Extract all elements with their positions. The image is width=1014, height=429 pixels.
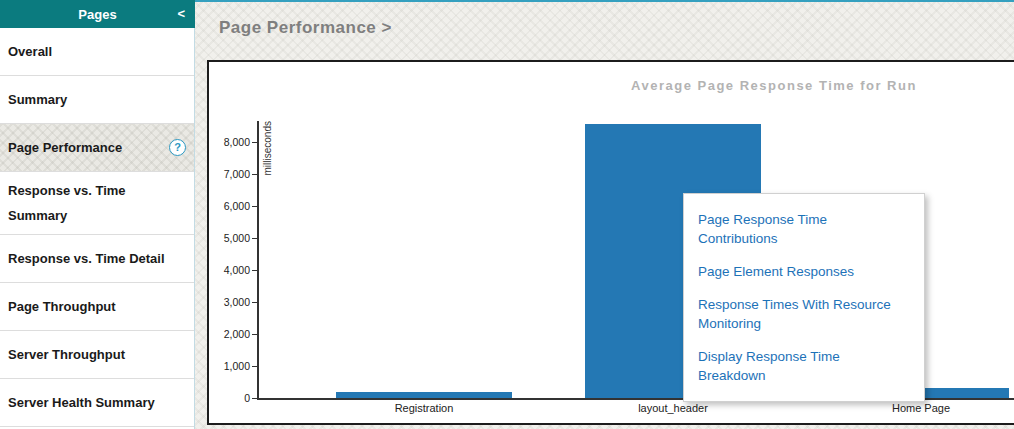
sidebar-item-list: Overall Summary Page Performance? Response …	[0, 28, 194, 427]
y-tick-mark	[252, 366, 257, 367]
sidebar-item-summary[interactable]: Summary	[0, 76, 194, 124]
breadcrumb-arrow-icon[interactable]: >	[382, 18, 392, 37]
y-tick-label: 5,000	[209, 232, 250, 244]
help-icon[interactable]: ?	[169, 139, 186, 156]
x-tick-label: Registration	[334, 402, 514, 414]
x-tick-label: Home Page	[831, 402, 1011, 414]
sidebar-item-label: Server Health Summary	[8, 390, 155, 415]
sidebar-item-label: Response vs. Time Summary	[8, 178, 186, 228]
y-tick-mark	[252, 334, 257, 335]
y-tick-mark	[252, 174, 257, 175]
y-axis-label: milliseconds	[262, 121, 273, 175]
page-title: Page Performance	[219, 18, 376, 37]
menu-item-page-element-responses[interactable]: Page Element Responses	[684, 255, 924, 288]
chart-title: Average Page Response Time for Run	[599, 78, 949, 93]
sidebar-item-response-vs-time-summary[interactable]: Response vs. Time Summary	[0, 172, 194, 235]
y-axis-line	[257, 121, 259, 400]
y-tick-label: 1,000	[209, 360, 250, 372]
y-tick-mark	[252, 238, 257, 239]
sidebar-item-label: Summary	[8, 87, 67, 112]
menu-item-page-response-time-contributions[interactable]: Page Response Time Contributions	[684, 203, 924, 255]
y-tick-label: 7,000	[209, 168, 250, 180]
y-tick-mark	[252, 270, 257, 271]
y-tick-label: 4,000	[209, 264, 250, 276]
chart-panel: Average Page Response Time for Run milli…	[207, 60, 1014, 425]
y-tick-mark	[252, 302, 257, 303]
sidebar-item-overall[interactable]: Overall	[0, 28, 194, 76]
sidebar-item-label: Server Throughput	[8, 342, 125, 367]
y-tick-label: 0	[209, 392, 250, 404]
x-tick-label: layout_header	[583, 402, 763, 414]
sidebar-item-server-throughput[interactable]: Server Throughput	[0, 331, 194, 379]
y-tick-label: 6,000	[209, 200, 250, 212]
sidebar-title: Pages	[78, 7, 116, 22]
y-tick-mark	[252, 142, 257, 143]
y-tick-label: 8,000	[209, 136, 250, 148]
y-tick-mark	[252, 206, 257, 207]
breadcrumb: Page Performance >	[219, 18, 392, 38]
sidebar-item-page-throughput[interactable]: Page Throughput	[0, 283, 194, 331]
drilldown-context-menu: Page Response Time ContributionsPage Ele…	[683, 193, 925, 402]
menu-item-response-times-with-resource-monitoring[interactable]: Response Times With Resource Monitoring	[684, 288, 924, 340]
sidebar-item-label: Response vs. Time Detail	[8, 246, 165, 271]
context-menu-items: Page Response Time ContributionsPage Ele…	[684, 203, 924, 392]
y-tick-label: 3,000	[209, 296, 250, 308]
sidebar-item-label: Overall	[8, 39, 52, 64]
menu-item-display-response-time-breakdown[interactable]: Display Response Time Breakdown	[684, 340, 924, 392]
top-accent-line	[195, 0, 1014, 2]
sidebar-header[interactable]: Pages <	[0, 0, 195, 28]
collapse-sidebar-icon[interactable]: <	[177, 6, 185, 21]
sidebar-item-response-vs-time-detail[interactable]: Response vs. Time Detail	[0, 235, 194, 283]
bar-chart: Average Page Response Time for Run milli…	[209, 62, 1014, 423]
sidebar-item-label: Page Throughput	[8, 294, 116, 319]
sidebar-item-label: Page Performance	[8, 135, 122, 160]
y-tick-label: 2,000	[209, 328, 250, 340]
sidebar-item-page-performance[interactable]: Page Performance?	[0, 124, 194, 172]
pages-sidebar: Pages < Overall Summary Page Performance? R…	[0, 0, 195, 429]
sidebar-item-server-health-summary[interactable]: Server Health Summary	[0, 379, 194, 427]
